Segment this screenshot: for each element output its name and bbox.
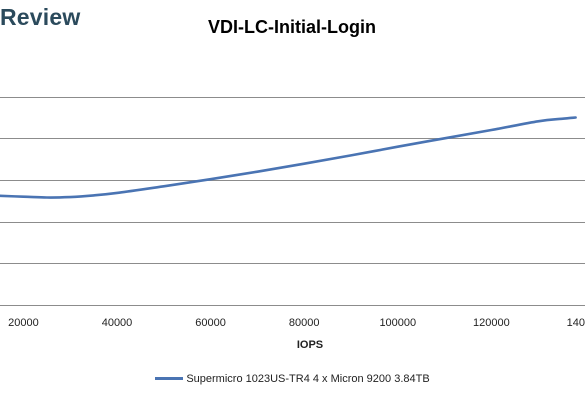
x-tick-label-3: 80000 — [289, 317, 320, 329]
x-tick-label-6: 140000 — [567, 317, 585, 329]
x-tick-label-5: 120000 — [473, 317, 510, 329]
x-tick-label-2: 60000 — [195, 317, 226, 329]
gridlines — [0, 97, 585, 306]
series-line-0 — [0, 116, 577, 199]
logo-text: Review — [0, 4, 81, 30]
x-tick-label-0: 20000 — [8, 317, 39, 329]
x-axis-label: IOPS — [297, 339, 323, 351]
x-tick-label-4: 100000 — [379, 317, 416, 329]
legend-label: Supermicro 1023US-TR4 4 x Micron 9200 3.… — [186, 373, 430, 385]
series-layer — [0, 116, 577, 199]
x-tick-label-1: 40000 — [102, 317, 133, 329]
x-tick-labels: 20000 40000 60000 80000 100000 120000 140000 — [8, 317, 585, 329]
legend-swatch — [155, 376, 184, 380]
legend: Supermicro 1023US-TR4 4 x Micron 9200 3.… — [0, 372, 585, 386]
chart-title: VDI-LC-Initial-Login — [208, 17, 376, 37]
